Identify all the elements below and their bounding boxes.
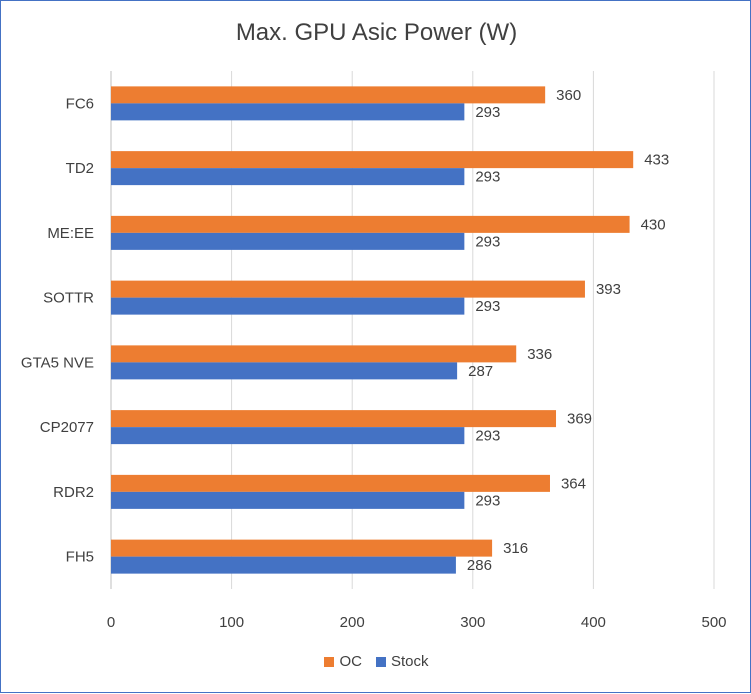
bar-oc-fc6 <box>111 86 546 104</box>
legend-swatch-oc <box>324 656 335 667</box>
legend: OC Stock <box>1 653 751 670</box>
data-label-stock-fc6: 293 <box>475 104 500 121</box>
data-label-stock-me-ee: 293 <box>475 233 500 250</box>
data-label-stock-sottr: 293 <box>475 298 500 315</box>
data-label-oc-td2: 433 <box>644 152 669 169</box>
chart-title: Max. GPU Asic Power (W) <box>235 19 518 46</box>
data-label-oc-me-ee: 430 <box>641 216 666 233</box>
legend-label-stock: Stock <box>390 653 429 670</box>
legend-item-oc: OC <box>324 653 362 670</box>
data-label-oc-cp2077: 369 <box>567 411 592 428</box>
bar-oc-cp2077 <box>111 410 557 428</box>
data-label-stock-td2: 293 <box>475 169 500 186</box>
data-label-oc-fc6: 360 <box>556 87 581 104</box>
y-tick-label-rdr2: RDR2 <box>53 484 94 501</box>
data-label-stock-fh5: 286 <box>467 557 492 574</box>
x-tick-label-500: 500 <box>701 614 726 631</box>
bar-oc-me-ee <box>111 215 630 233</box>
legend-label-oc: OC <box>339 653 362 670</box>
bar-stock-rdr2 <box>111 491 465 509</box>
x-tick-label-400: 400 <box>581 614 606 631</box>
x-tick-label-0: 0 <box>107 614 115 631</box>
data-label-oc-sottr: 393 <box>596 281 621 298</box>
y-tick-label-fc6: FC6 <box>66 95 94 112</box>
bar-stock-cp2077 <box>111 427 465 445</box>
x-tick-label-100: 100 <box>219 614 244 631</box>
data-label-stock-cp2077: 293 <box>475 428 500 445</box>
bar-stock-sottr <box>111 297 465 315</box>
x-tick-label-300: 300 <box>460 614 485 631</box>
data-label-oc-fh5: 316 <box>503 540 528 557</box>
bar-oc-fh5 <box>111 539 493 557</box>
y-tick-label-fh5: FH5 <box>66 549 94 566</box>
bar-stock-fc6 <box>111 103 465 121</box>
bar-stock-td2 <box>111 168 465 186</box>
x-tick-label-200: 200 <box>340 614 365 631</box>
bar-oc-sottr <box>111 280 585 298</box>
legend-swatch-stock <box>375 656 386 667</box>
data-label-oc-gta5-nve: 336 <box>527 346 552 363</box>
data-label-oc-rdr2: 364 <box>561 475 586 492</box>
y-tick-label-gta5-nve: GTA5 NVE <box>21 354 94 371</box>
bar-oc-td2 <box>111 151 634 169</box>
data-label-stock-rdr2: 293 <box>475 492 500 509</box>
bar-stock-me-ee <box>111 232 465 250</box>
y-tick-label-me-ee: ME:EE <box>47 225 94 242</box>
y-tick-label-td2: TD2 <box>66 160 94 177</box>
bar-stock-gta5-nve <box>111 362 458 380</box>
bar-oc-gta5-nve <box>111 345 517 363</box>
y-tick-label-sottr: SOTTR <box>43 290 94 307</box>
bar-oc-rdr2 <box>111 474 550 492</box>
legend-item-stock: Stock <box>375 653 429 670</box>
bar-stock-fh5 <box>111 556 456 574</box>
data-label-stock-gta5-nve: 287 <box>468 363 493 380</box>
y-tick-label-cp2077: CP2077 <box>40 419 94 436</box>
